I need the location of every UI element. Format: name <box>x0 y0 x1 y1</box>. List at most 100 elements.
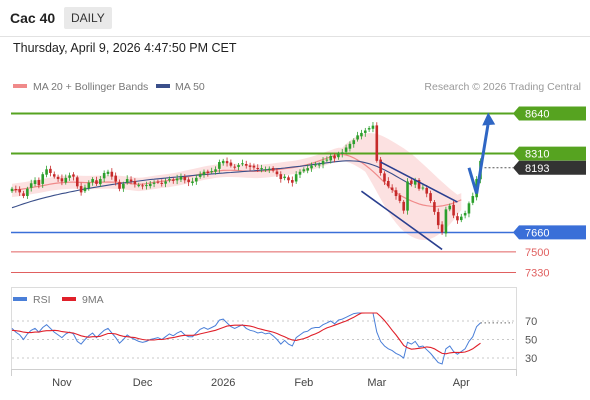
candle-body <box>145 185 148 187</box>
candle-body <box>352 140 356 145</box>
candle-body <box>302 169 306 172</box>
projection-arrow-leg <box>467 167 479 195</box>
bollinger-band-area <box>12 133 462 240</box>
candle-body <box>314 164 317 166</box>
level-label-7330: 7330 <box>525 268 549 280</box>
candle-body <box>291 180 294 183</box>
candle-body <box>298 171 302 175</box>
rsi-legend-swatch <box>13 297 27 301</box>
candle-body <box>202 171 206 175</box>
candle-body <box>214 169 217 172</box>
level-label-8193: 8193 <box>525 163 549 175</box>
x-axis-label-feb: Feb <box>294 377 313 389</box>
wedge-line <box>360 190 443 251</box>
bollinger-bands <box>12 133 462 240</box>
candle-body <box>141 185 144 187</box>
candle-body <box>102 172 106 179</box>
ma50-legend-swatch <box>156 84 170 88</box>
candle-body <box>168 179 171 181</box>
ma20-line <box>11 153 462 208</box>
candle-body <box>271 167 275 171</box>
candle-body <box>233 166 237 168</box>
candle-body <box>383 173 386 182</box>
x-axis-label-mar: Mar <box>367 377 386 389</box>
candle-body <box>244 163 248 166</box>
candle-body <box>125 179 129 183</box>
candle-body <box>394 190 398 197</box>
chart-datetime: Thursday, April 9, 2026 4:47:50 PM CET <box>13 41 237 55</box>
candle-body <box>41 174 45 184</box>
candle-body <box>164 181 167 184</box>
instrument-title: Cac 40 <box>10 10 56 26</box>
candle-body <box>114 175 117 182</box>
candle-body <box>306 168 309 171</box>
candle-body <box>75 177 79 187</box>
candle-body <box>52 174 56 177</box>
candle-body <box>367 128 371 130</box>
candle-body <box>133 180 137 184</box>
candle-body <box>148 183 152 187</box>
projection-arrow-leg <box>475 123 490 194</box>
candle-body <box>317 164 321 166</box>
candle-body <box>425 188 429 194</box>
candle-body <box>14 188 18 190</box>
candle-body <box>348 143 352 149</box>
rsi-tick-50: 50 <box>525 335 537 347</box>
candle-body <box>398 195 402 201</box>
level-label-box-7660 <box>513 225 586 240</box>
candle-body <box>241 163 244 165</box>
candle-body <box>118 182 121 189</box>
candle-body <box>10 188 14 192</box>
level-label-8310: 8310 <box>525 149 549 161</box>
header-divider <box>0 36 590 37</box>
level-lines <box>11 112 516 273</box>
candle-body <box>406 181 409 211</box>
rsi-ma-legend-label: 9MA <box>82 294 104 306</box>
candle-body <box>421 187 425 189</box>
candle-body <box>279 174 283 180</box>
candle-body <box>329 155 333 161</box>
candle-body <box>387 180 390 187</box>
candle-body <box>191 181 194 184</box>
candle-body <box>390 187 394 190</box>
x-axis-label-apr: Apr <box>453 377 470 389</box>
x-axis-label-dec: Dec <box>133 377 153 389</box>
candle-body <box>218 162 221 169</box>
candle-body <box>225 161 229 164</box>
candle-body <box>356 135 359 140</box>
candle-body <box>260 168 263 170</box>
candle-body <box>64 177 68 183</box>
candle-body <box>137 185 141 187</box>
candle-body <box>448 205 452 210</box>
candle-body <box>429 193 432 201</box>
candle-body <box>275 171 279 175</box>
candlesticks <box>10 121 482 237</box>
candle-body <box>122 183 125 189</box>
candle-body <box>267 168 271 170</box>
x-axis-labels: Nov Dec 2026 Feb Mar Apr <box>52 377 470 389</box>
candle-body <box>440 224 444 233</box>
candle-body <box>252 165 256 168</box>
candle-body <box>37 180 41 186</box>
candle-body <box>56 176 60 180</box>
level-label-box-8310 <box>513 146 586 161</box>
candle-body <box>160 182 164 184</box>
candle-body <box>106 171 110 174</box>
candle-body <box>206 171 210 173</box>
candle-body <box>221 160 225 164</box>
rsi-tick-30: 30 <box>525 353 537 365</box>
candle-body <box>110 171 114 177</box>
level-label-box-8193 <box>513 160 586 175</box>
candle-body <box>340 152 344 155</box>
candle-body <box>18 189 21 193</box>
candle-body <box>237 165 240 167</box>
candle-body <box>229 162 233 166</box>
candle-body <box>99 179 102 185</box>
period-button[interactable]: DAILY <box>64 7 112 29</box>
ma20-legend-swatch <box>13 84 27 88</box>
rsi-ma-legend-swatch <box>62 297 76 301</box>
x-axis-label-nov: Nov <box>52 377 72 389</box>
rsi-indicator: 70 50 30 <box>11 312 537 365</box>
level-label-7660: 7660 <box>525 227 549 239</box>
